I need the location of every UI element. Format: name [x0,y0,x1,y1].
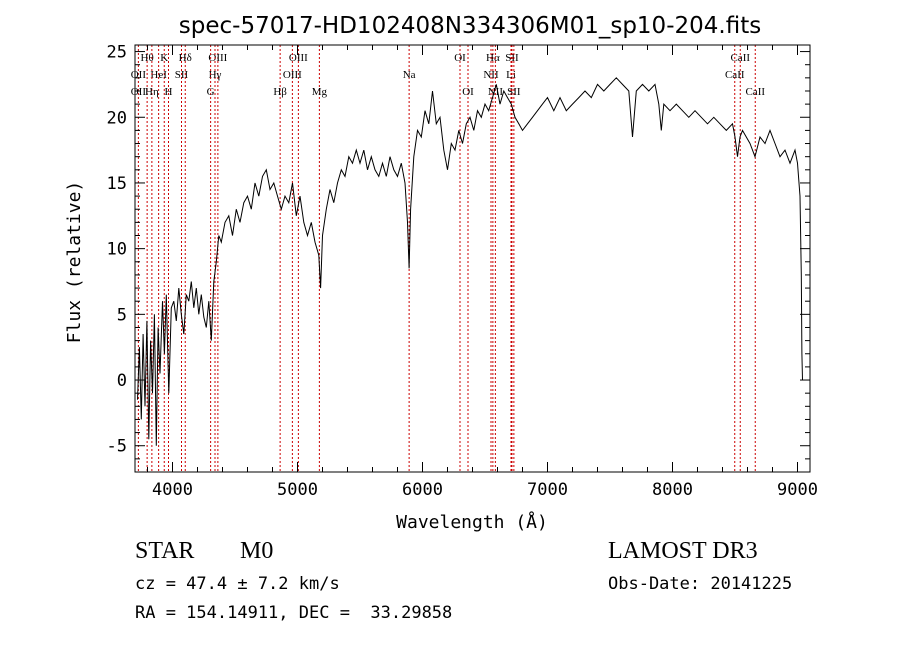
line-label: K [160,52,168,64]
line-label: OI [454,52,466,64]
x-tick-label: 8000 [652,480,693,500]
object-type: STAR [135,538,195,564]
line-label: Hη [145,86,159,98]
line-label: SII [175,69,189,81]
line-label: Hθ [141,52,154,64]
line-label: OIII [289,52,308,64]
line-label: NII [488,86,504,98]
line-label: Hβ [273,86,287,98]
y-tick-label: 25 [107,43,127,63]
line-label: HeI [150,69,167,81]
line-label: Hδ [179,52,192,64]
flux-series-line [137,77,803,446]
line-label: Hγ [209,69,222,81]
line-label: NII [483,69,499,81]
y-tick-label: 20 [107,108,127,128]
line-label: CaII [730,52,750,64]
line-label: Na [403,69,416,81]
y-tick-label: -5 [107,437,127,457]
line-label: CaII [745,86,765,98]
y-axis: -5 0 5 10 15 20 25 [107,43,810,460]
line-label: OIII [208,52,227,64]
survey-name: LAMOST DR3 [608,538,758,564]
plot-frame [134,44,811,473]
x-axis-label: Wavelength (Å) [396,511,548,533]
line-label: Mg [312,86,328,98]
x-tick-label: 6000 [402,480,443,500]
spectral-subclass: M0 [240,538,274,564]
y-tick-label: 0 [117,371,127,391]
obs-date: Obs-Date: 20141225 [608,574,793,594]
y-tick-label: 10 [107,240,127,260]
line-label: CaII [725,69,745,81]
line-label: SII [505,52,519,64]
coordinates: RA = 154.14911, DEC = 33.29858 [135,603,453,623]
line-label: OII [131,69,147,81]
redshift-text: cz = 47.4 ± 7.2 km/s [135,574,340,594]
chart-title: spec-57017-HD102408N334306M01_sp10-204.f… [179,13,761,39]
line-label: Hα [486,52,500,64]
line-label: OIII [283,69,302,81]
x-tick-label: 9000 [777,480,818,500]
x-axis: 4000 5000 6000 7000 8000 9000 [147,45,818,500]
y-axis-label: Flux (relative) [64,181,85,344]
line-label: SII [507,86,521,98]
y-tick-label: 15 [107,174,127,194]
line-label: H [165,86,173,98]
line-label: G [207,86,215,98]
line-label: OI [462,86,474,98]
x-tick-label: 4000 [152,480,193,500]
x-tick-label: 7000 [527,480,568,500]
x-tick-label: 5000 [277,480,318,500]
line-label: Li [506,69,516,81]
y-tick-label: 5 [117,305,127,325]
line-label: OII [131,86,147,98]
